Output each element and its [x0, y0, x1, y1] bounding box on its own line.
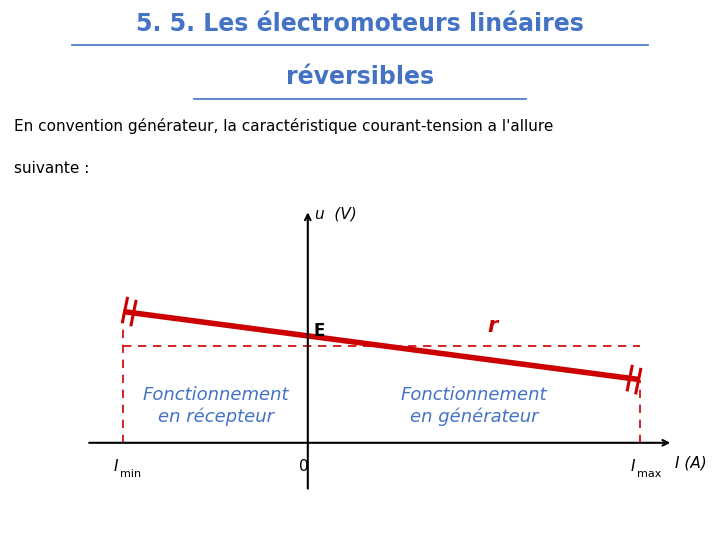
Text: suivante :: suivante : — [14, 161, 89, 176]
Text: I (A): I (A) — [675, 455, 706, 470]
Text: I: I — [114, 460, 118, 474]
Text: min: min — [120, 469, 141, 479]
Text: réversibles: réversibles — [286, 65, 434, 89]
Text: I: I — [630, 460, 635, 474]
Text: r: r — [487, 316, 498, 336]
Text: En convention générateur, la caractéristique courant-tension a l'allure: En convention générateur, la caractérist… — [14, 118, 554, 134]
Text: Fonctionnement
en générateur: Fonctionnement en générateur — [400, 386, 547, 426]
Text: E: E — [314, 322, 325, 340]
Text: 0: 0 — [300, 460, 309, 474]
Text: Fonctionnement
en récepteur: Fonctionnement en récepteur — [143, 386, 289, 426]
Text: max: max — [636, 469, 661, 479]
Text: 5. 5. Les électromoteurs linéaires: 5. 5. Les électromoteurs linéaires — [136, 12, 584, 36]
Text: u  (V): u (V) — [315, 207, 357, 221]
